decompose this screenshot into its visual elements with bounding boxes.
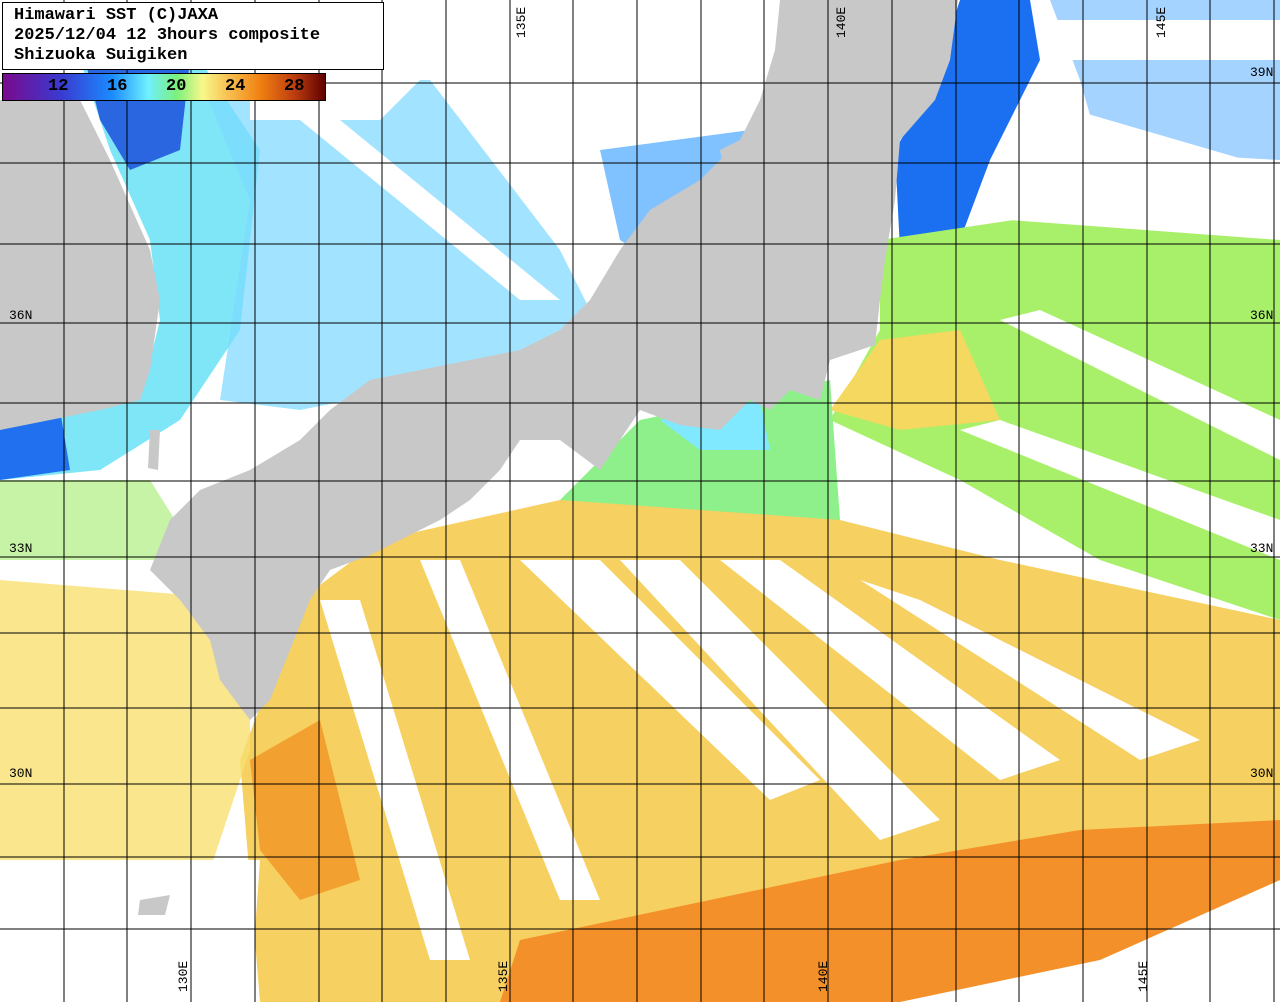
lon-label-bottom: 130E <box>176 960 191 992</box>
title-box: Himawari SST (C)JAXA 2025/12/04 12 3hour… <box>2 2 384 70</box>
lon-label-top: 145E <box>1154 6 1169 38</box>
lon-label-top: 140E <box>834 6 849 38</box>
lat-label-right: 30N <box>1250 766 1274 781</box>
lon-label-bottom: 135E <box>496 960 511 992</box>
lon-label-top: 135E <box>514 6 529 38</box>
scale-label: 12 <box>48 77 69 96</box>
lat-label-left: 36N <box>9 308 33 323</box>
lat-label-left: 33N <box>9 541 33 556</box>
title-line-2: 2025/12/04 12 3hours composite <box>14 26 321 45</box>
title-line-3: Shizuoka Suigiken <box>14 46 188 65</box>
japan-mainland <box>150 0 958 720</box>
lon-label-bottom: 145E <box>1136 960 1151 992</box>
title-line-1: Himawari SST (C)JAXA <box>14 6 219 25</box>
color-scale-bar: 12 16 20 24 28 <box>2 73 326 101</box>
island-south <box>138 895 170 915</box>
scale-label: 20 <box>166 77 187 96</box>
scale-label: 16 <box>107 77 128 96</box>
lon-label-bottom: 140E <box>816 960 831 992</box>
lat-label-right: 33N <box>1250 541 1274 556</box>
scale-label: 24 <box>225 77 246 96</box>
scale-label: 28 <box>284 77 305 96</box>
land <box>0 0 958 915</box>
sado-island <box>720 140 745 175</box>
lat-label-right: 36N <box>1250 308 1274 323</box>
korean-peninsula <box>0 100 160 430</box>
lat-label-right: 39N <box>1250 65 1274 80</box>
lat-label-left: 30N <box>9 766 33 781</box>
tsushima-island <box>148 430 160 470</box>
